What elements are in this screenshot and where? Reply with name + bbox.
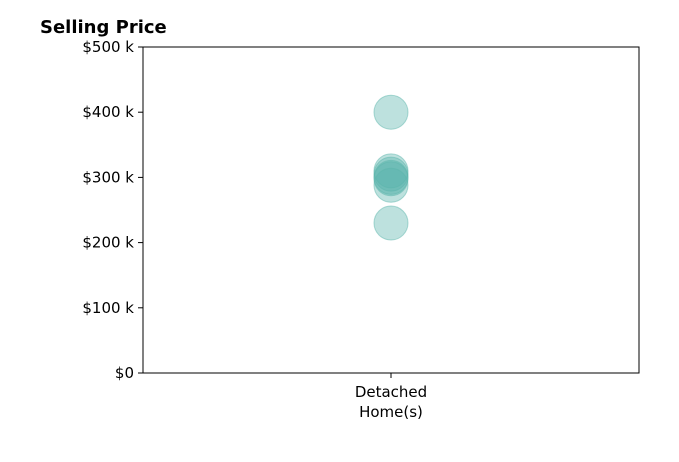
points-layer bbox=[373, 94, 409, 241]
y-axis: $0 $100 k $200 k $300 k $400 k $500 k bbox=[82, 38, 143, 382]
x-tick-label: Detached Home(s) bbox=[355, 383, 427, 421]
y-tick-label: $200 k bbox=[82, 234, 134, 252]
data-point bbox=[373, 167, 409, 203]
y-tick-label: $0 bbox=[115, 364, 134, 382]
y-tick-label: $100 k bbox=[82, 299, 134, 317]
y-tick-label: $400 k bbox=[82, 103, 134, 121]
chart-title: Selling Price bbox=[40, 17, 167, 38]
data-point bbox=[373, 94, 409, 130]
y-tick-label: $500 k bbox=[82, 38, 134, 56]
data-point bbox=[373, 205, 409, 241]
x-axis: Detached Home(s) bbox=[355, 373, 427, 421]
y-tick-label: $300 k bbox=[82, 168, 134, 186]
